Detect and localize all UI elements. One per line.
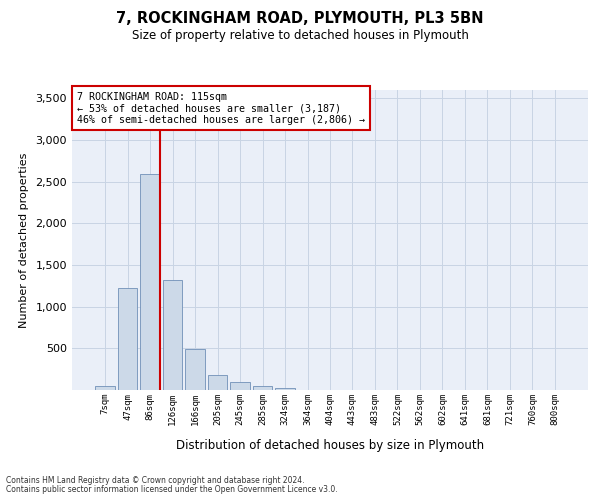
Bar [208, 374, 227, 390]
Text: 7, ROCKINGHAM ROAD, PLYMOUTH, PL3 5BN: 7, ROCKINGHAM ROAD, PLYMOUTH, PL3 5BN [116, 11, 484, 26]
Text: Contains HM Land Registry data © Crown copyright and database right 2024.: Contains HM Land Registry data © Crown c… [6, 476, 305, 485]
Bar [118, 288, 137, 390]
Text: Size of property relative to detached houses in Plymouth: Size of property relative to detached ho… [131, 29, 469, 42]
Bar [185, 349, 205, 390]
X-axis label: Distribution of detached houses by size in Plymouth: Distribution of detached houses by size … [176, 439, 484, 452]
Bar [275, 388, 295, 390]
Bar [95, 386, 115, 390]
Bar [253, 386, 272, 390]
Bar [163, 280, 182, 390]
Bar [140, 174, 160, 390]
Text: 7 ROCKINGHAM ROAD: 115sqm
← 53% of detached houses are smaller (3,187)
46% of se: 7 ROCKINGHAM ROAD: 115sqm ← 53% of detac… [77, 92, 365, 124]
Y-axis label: Number of detached properties: Number of detached properties [19, 152, 29, 328]
Bar [230, 382, 250, 390]
Text: Contains public sector information licensed under the Open Government Licence v3: Contains public sector information licen… [6, 485, 338, 494]
